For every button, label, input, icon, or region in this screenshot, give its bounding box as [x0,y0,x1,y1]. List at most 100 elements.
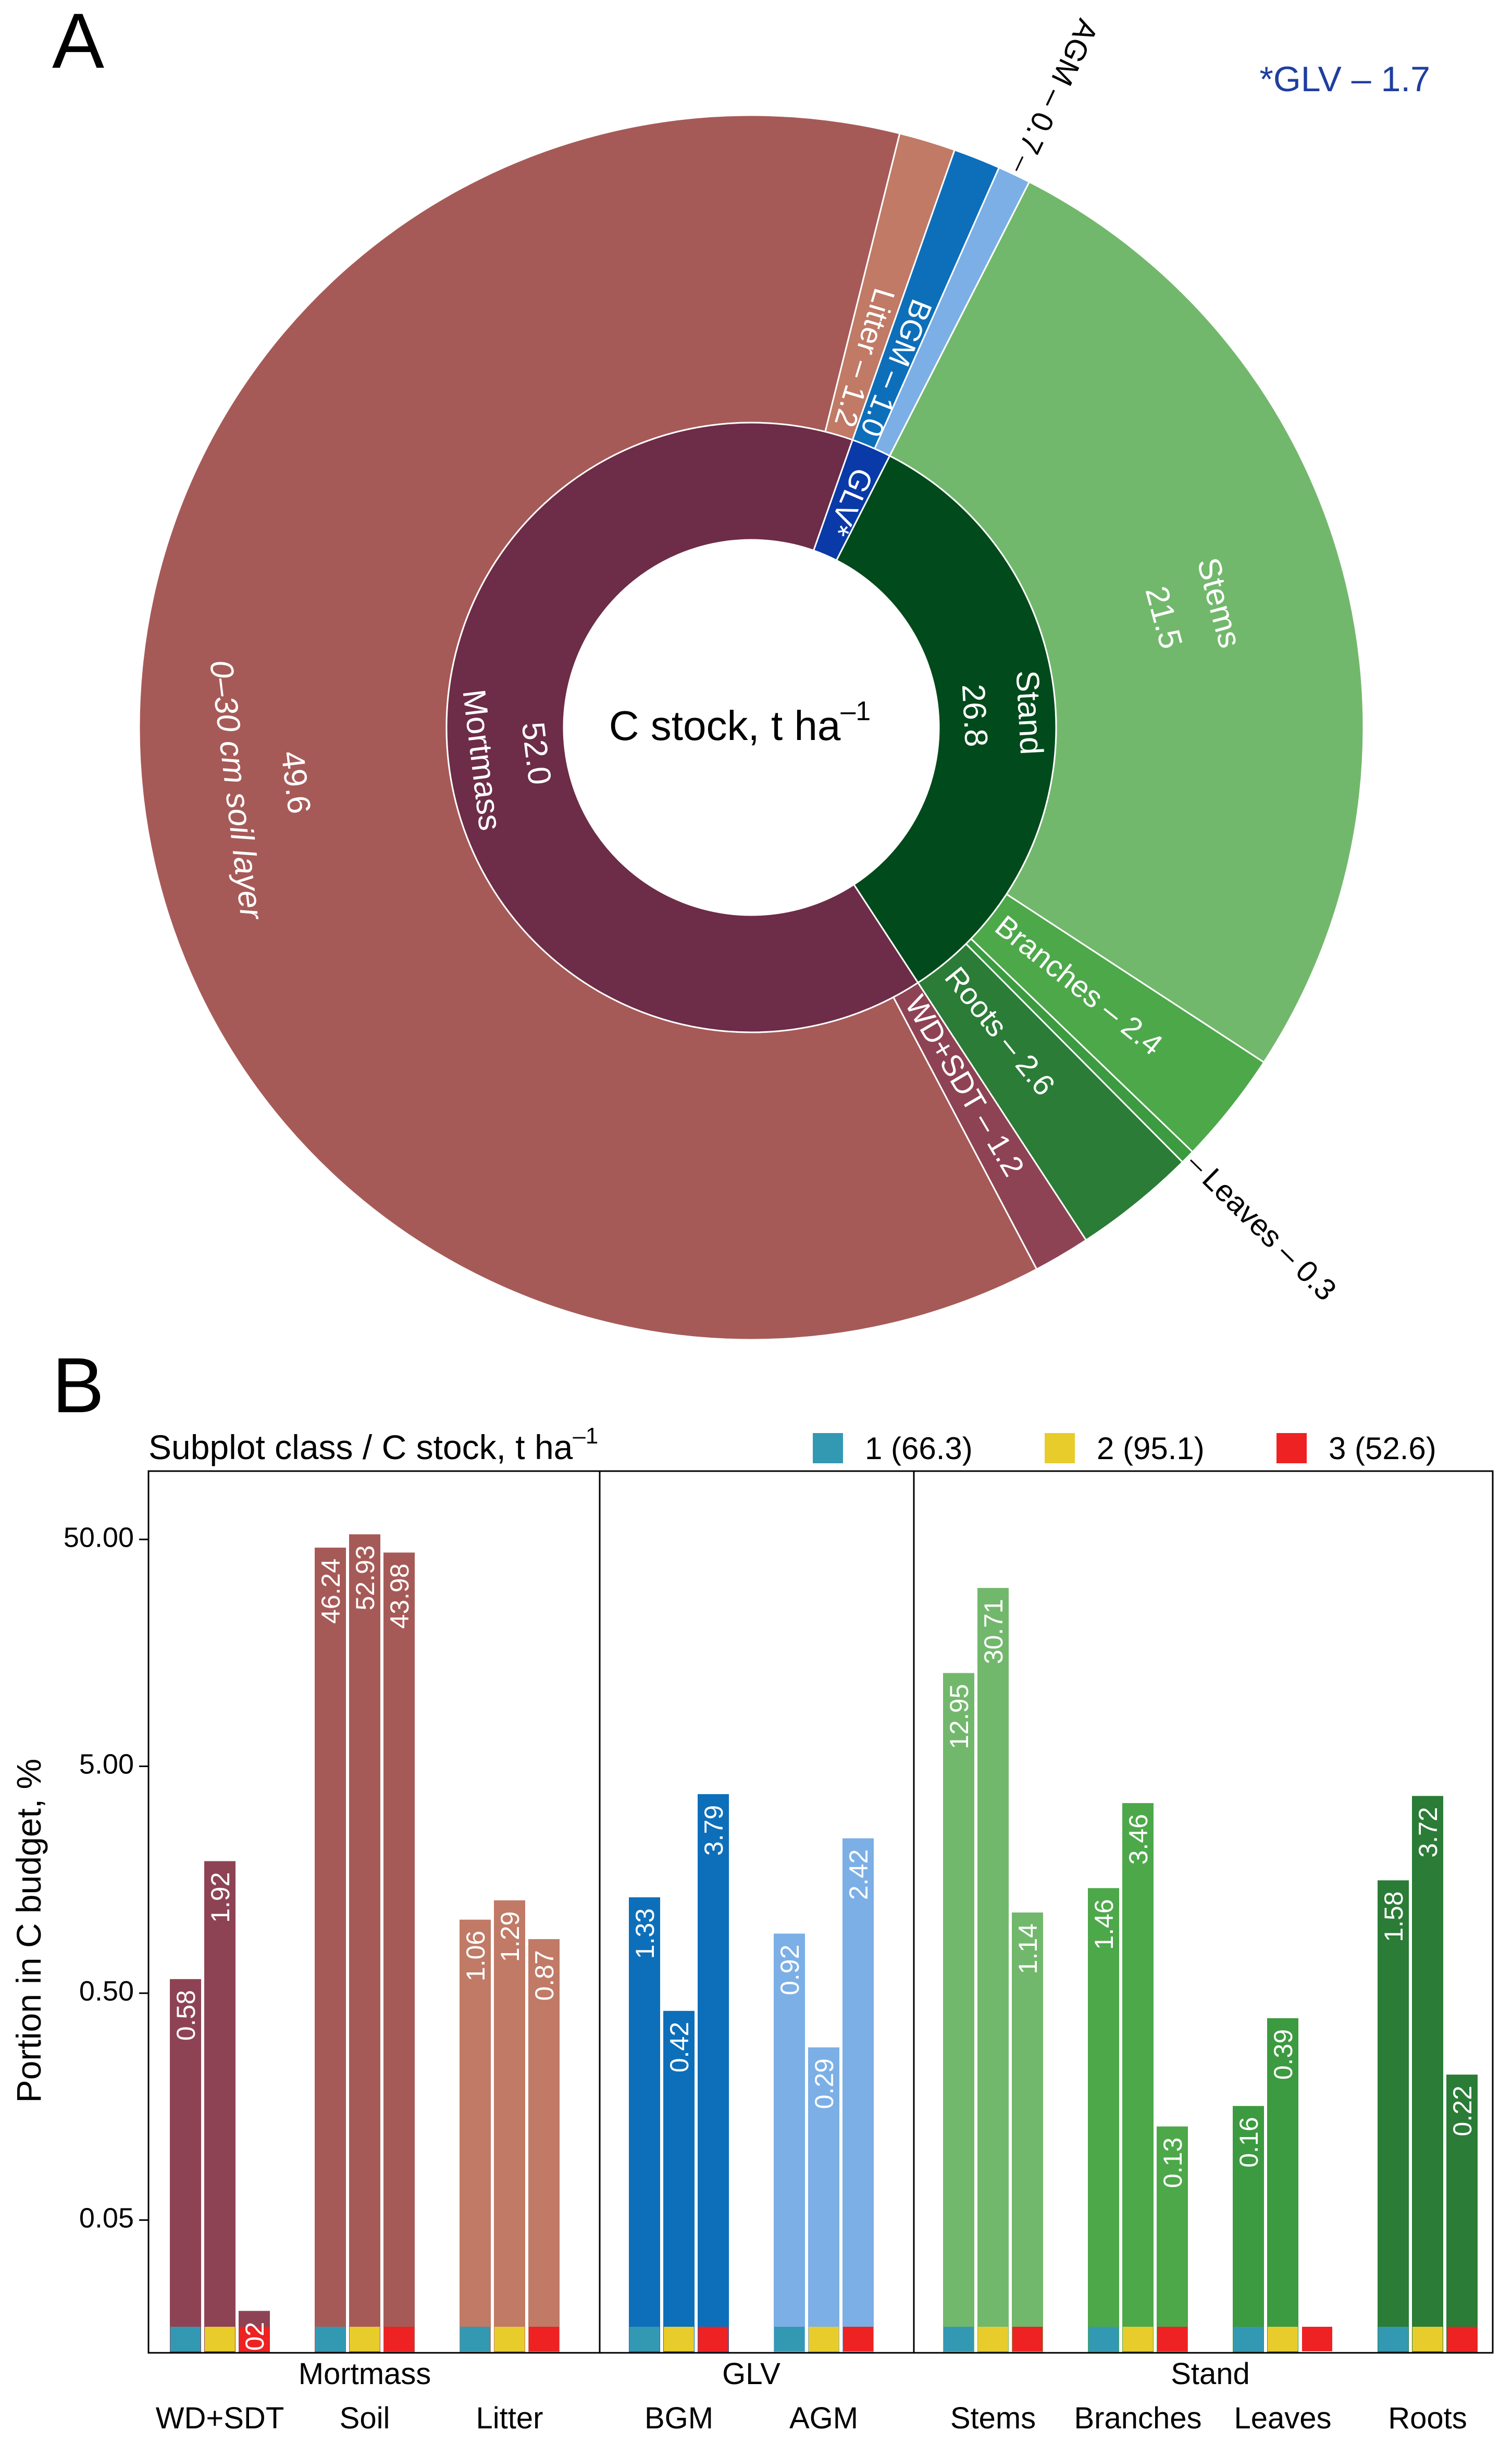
x-category-label: Stems [950,2401,1036,2435]
bar-value-label: 3.72 [1414,1807,1443,1857]
bar-bgm-class-3 [697,1793,730,2353]
bar-class-swatch [1233,2327,1263,2351]
bar-class-swatch [460,2327,490,2351]
legend-label: 1 (66.3) [865,1431,973,1466]
bar-class-swatch [239,2327,269,2351]
x-category-label: Leaves [1234,2401,1331,2435]
bar-value-label: 0.92 [775,1945,804,1995]
outer-value-soil: 49.6 [274,749,317,816]
y-tick-label: 0.05 [79,2203,134,2234]
bar-value-label: 1.06 [461,1931,490,1981]
x-category-label: Roots [1388,2401,1467,2435]
bar-value-label: 2.42 [844,1849,873,1900]
bar-litter-class-1 [458,1918,492,2353]
bar-branches-class-1 [1087,1887,1120,2353]
y-tick-label: 5.00 [79,1749,134,1780]
bar-class-swatch [843,2327,873,2351]
bar-litter-class-3 [527,1938,561,2354]
sunburst-center-hole [564,540,939,915]
outer-label-leaves-leader [1189,1159,1203,1172]
bar-value-label: 1.58 [1379,1891,1408,1942]
bar-litter-class-2 [493,1899,526,2353]
bar-value-label: 1.46 [1089,1899,1119,1949]
bar-stems-class-1 [942,1672,975,2353]
bar-value-label: 0.13 [1158,2138,1187,2188]
bar-value-label: 0.01 [1303,2390,1332,2441]
bar-value-label: 0.39 [1269,2029,1298,2080]
bar-value-label: 0.87 [530,1950,559,2001]
bar-soil-class-1 [314,1546,347,2354]
bar-branches-class-2 [1121,1802,1155,2353]
bar-branches-class-3 [1156,2125,1189,2353]
bar-class-swatch [664,2327,694,2351]
bar-value-label: 46.24 [316,1559,345,1624]
bar-roots-class-1 [1377,1879,1410,2354]
group-label-mortmass: Mortmass [299,2357,431,2391]
bar-value-label: 12.95 [945,1684,974,1749]
bar-value-label: 0.02 [240,2322,269,2373]
inner-value-mortmass: 52.0 [515,720,558,787]
bar-class-swatch [1302,2327,1332,2351]
bar-value-label: 0.58 [171,1990,201,2041]
legend-label: 2 (95.1) [1097,1431,1205,1466]
bar-class-swatch [1378,2327,1408,2351]
bar-stems-class-3 [1011,1911,1044,2353]
x-category-label: Branches [1074,2401,1201,2435]
bar-value-label: 3.79 [699,1805,728,1856]
bar-class-swatch [1012,2327,1043,2351]
bar-class-swatch [384,2327,414,2351]
panel-a-letter: A [52,0,104,84]
bar-value-label: 3.46 [1124,1814,1153,1865]
bar-class-swatch [698,2327,728,2351]
bar-class-swatch [629,2327,660,2351]
x-category-label: AGM [789,2401,858,2435]
x-category-label: Soil [340,2401,390,2435]
bar-chart-title: Subplot class / C stock, t ha–1 [148,1423,598,1466]
bar-class-swatch [494,2327,525,2351]
bar-agm-class-1 [773,1932,806,2353]
legend-label: 3 (52.6) [1329,1431,1436,1466]
bar-class-swatch [978,2327,1008,2351]
legend-swatch [813,1433,843,1463]
axes: 0.05 0.50 5.00 50.00 WD+SDT Soil Litter BGM AGM S… [64,1470,1494,2435]
bar-class-swatch [529,2327,559,2351]
y-tick-label: 0.50 [79,1976,134,2007]
sunburst-outer-ring [138,114,1365,1341]
bar-class-swatch [350,2327,380,2351]
bar-class-swatch [1412,2327,1443,2351]
bar-value-label: 1.33 [630,1908,660,1959]
legend: 1 (66.3) 2 (95.1) 3 (52.6) [813,1431,1436,1466]
bar-class-swatch [1268,2327,1298,2351]
bar-agm-class-3 [841,1837,875,2354]
bar-value-label: 43.98 [385,1563,414,1628]
bar-bgm-class-1 [628,1896,661,2354]
bar-panel: B Subplot class / C stock, t ha–1 1 (66.… [9,1341,1494,2441]
bar-class-swatch [1088,2327,1119,2351]
legend-swatch [1045,1433,1075,1463]
x-category-label: BGM [645,2401,713,2435]
bar-class-swatch [1157,2327,1187,2351]
bar-soil-class-2 [348,1533,381,2353]
bar-roots-class-3 [1445,2074,1479,2354]
bar-class-swatch [1447,2327,1477,2351]
bar-value-label: 1.29 [495,1911,525,1962]
bar-class-swatch [205,2327,235,2351]
bar-roots-class-2 [1411,1795,1444,2353]
outer-label-agm-leader [1015,156,1024,171]
bar-value-label: 0.42 [665,2022,694,2072]
inner-label-stand: Stand [1009,670,1050,756]
panel-b-letter: B [52,1341,104,1429]
bar-class-swatch [1123,2327,1153,2351]
glv-footnote: *GLV – 1.7 [1259,59,1430,99]
legend-swatch [1276,1433,1307,1463]
y-tick-label: 50.00 [64,1522,134,1553]
group-label-stand: Stand [1171,2357,1250,2391]
bar-value-label: 0.29 [810,2058,839,2109]
bar-value-label: 1.92 [206,1872,235,1922]
bar-class-swatch [170,2327,201,2351]
bar-value-label: 1.14 [1013,1923,1043,1974]
sunburst-inner-ring [445,422,1057,1033]
bar-soil-class-3 [382,1551,416,2353]
bar-stems-class-2 [976,1587,1010,2353]
